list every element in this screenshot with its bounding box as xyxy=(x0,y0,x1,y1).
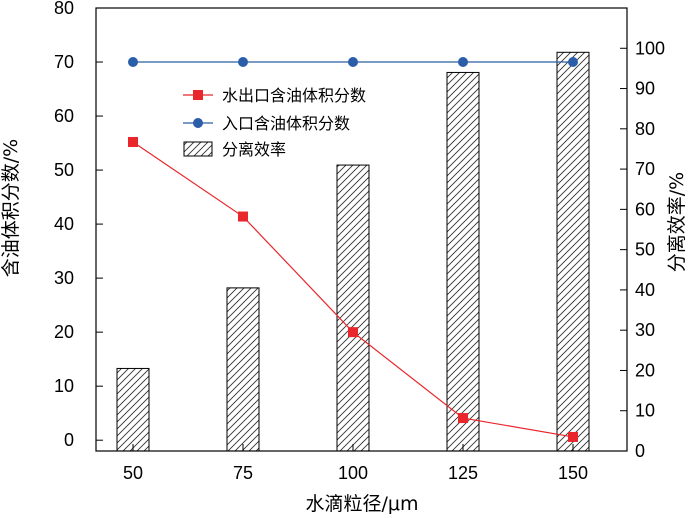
axes-layer xyxy=(95,7,628,452)
x-tick-label: 150 xyxy=(558,463,588,483)
point-inlet-oil xyxy=(458,57,468,68)
right-y-tick-label: 30 xyxy=(635,320,655,340)
left-y-tick-label: 10 xyxy=(54,376,74,396)
left-y-tick-label: 80 xyxy=(54,0,74,18)
point-water-outlet-oil xyxy=(458,413,468,424)
right-y-tick-label: 90 xyxy=(635,79,655,99)
x-tick-label: 125 xyxy=(448,463,478,483)
left-y-tick-label: 0 xyxy=(64,430,74,450)
left-y-tick-label: 20 xyxy=(54,322,74,342)
lines-layer xyxy=(128,57,578,442)
right-y-tick-label: 60 xyxy=(635,199,655,219)
x-tick-label: 100 xyxy=(338,463,368,483)
legend-label-separation: 分离效率 xyxy=(222,140,286,159)
left-y-axis-title: 含油体积分数/% xyxy=(0,139,22,277)
left-y-tick-label: 60 xyxy=(54,106,74,126)
legend-swatch-separation xyxy=(183,141,213,157)
right-y-tick-label: 80 xyxy=(635,119,655,139)
bar-separation-efficiency xyxy=(446,71,480,452)
right-y-tick-label: 20 xyxy=(635,360,655,380)
point-water-outlet-oil xyxy=(568,431,578,442)
point-inlet-oil xyxy=(128,57,138,68)
left-y-tick-label: 50 xyxy=(54,160,74,180)
bars-layer xyxy=(116,51,590,452)
right-y-tick-label: 100 xyxy=(635,38,665,58)
point-water-outlet-oil xyxy=(128,136,138,147)
x-tick-label: 50 xyxy=(123,463,143,483)
legend-marker-square xyxy=(193,90,203,100)
right-y-tick-label: 0 xyxy=(635,441,645,461)
bar-separation-efficiency xyxy=(226,287,260,452)
point-inlet-oil xyxy=(568,57,578,68)
plot-frame xyxy=(95,7,628,452)
point-inlet-oil xyxy=(238,57,248,68)
right-y-axis-title: 分离效率/% xyxy=(666,172,688,272)
bar-separation-efficiency xyxy=(116,367,150,452)
left-y-tick-label: 70 xyxy=(54,52,74,72)
legend: 水出口含油体积分数 入口含油体积分数 分离效率 xyxy=(183,86,366,159)
ticks-layer: 0 10 20 30 40 50 60 70 80 0 10 20 30 40 50 60 70 80 90 100 5… xyxy=(54,0,665,483)
right-y-tick-label: 10 xyxy=(635,401,655,421)
legend-marker-circle xyxy=(193,118,203,128)
bar-separation-efficiency xyxy=(556,51,590,452)
left-y-tick-label: 40 xyxy=(54,214,74,234)
right-y-tick-label: 50 xyxy=(635,240,655,260)
legend-label-water-outlet: 水出口含油体积分数 xyxy=(222,86,366,105)
left-y-tick-label: 30 xyxy=(54,268,74,288)
right-y-tick-label: 40 xyxy=(635,280,655,300)
point-water-outlet-oil xyxy=(238,211,248,222)
legend-label-inlet: 入口含油体积分数 xyxy=(222,114,350,133)
point-inlet-oil xyxy=(348,57,358,68)
right-y-tick-label: 70 xyxy=(635,159,655,179)
x-tick-label: 75 xyxy=(233,463,253,483)
bar-separation-efficiency xyxy=(336,164,370,452)
x-axis-title: 水滴粒径/μm xyxy=(306,493,419,515)
point-water-outlet-oil xyxy=(348,327,358,338)
